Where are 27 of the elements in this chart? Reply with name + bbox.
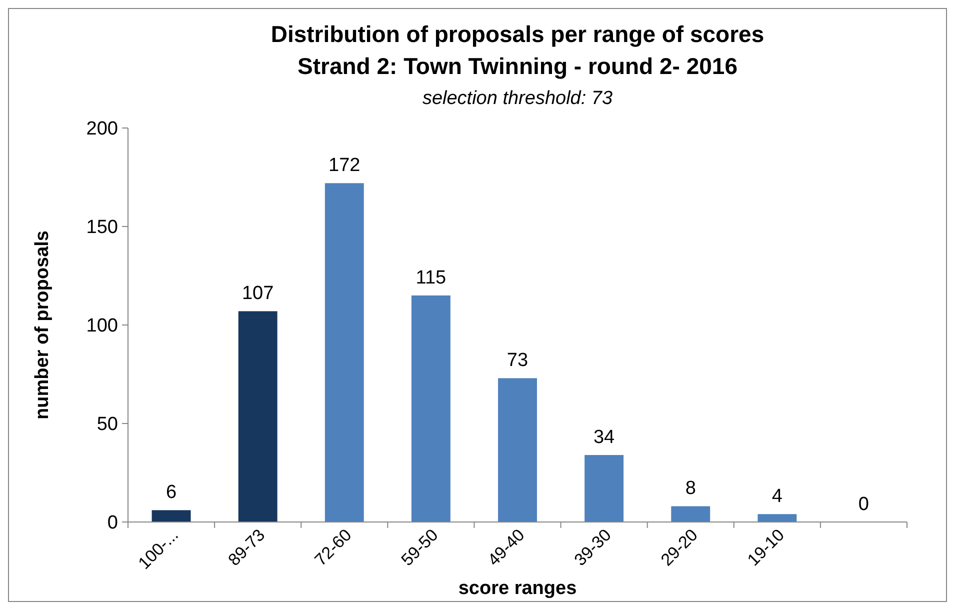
bar (324, 183, 364, 522)
x-axis-title: score ranges (458, 578, 577, 599)
chart-title: Distribution of proposals per range of scores (270, 21, 764, 47)
bar (671, 506, 710, 522)
text: selection threshold: 73 (422, 88, 613, 109)
bar (152, 510, 191, 522)
data-label: 115 (416, 267, 446, 288)
data-label: 8 (685, 478, 696, 500)
bar (498, 378, 537, 522)
data-label: 34 (593, 427, 616, 448)
bar (411, 295, 450, 522)
y-tick-label: 150 (86, 217, 118, 238)
y-axis-title: number of proposals (32, 230, 53, 420)
y-tick-label: 200 (86, 118, 118, 140)
data-label: 107 (242, 283, 274, 304)
data-label: 4 (772, 486, 783, 508)
data-label: 6 (166, 482, 177, 504)
y-tick-label: 0 (107, 512, 118, 534)
data-label: 0 (858, 494, 870, 515)
data-label: 73 (506, 350, 528, 372)
chart-subtitle: Strand 2: Town Twinning - round 2- 2016 (298, 53, 738, 79)
y-tick-label: 50 (96, 414, 118, 436)
bar (758, 514, 797, 522)
bar (584, 455, 624, 522)
bar (238, 311, 278, 522)
data-label: 172 (328, 155, 360, 176)
y-tick-label: 100 (86, 316, 118, 337)
